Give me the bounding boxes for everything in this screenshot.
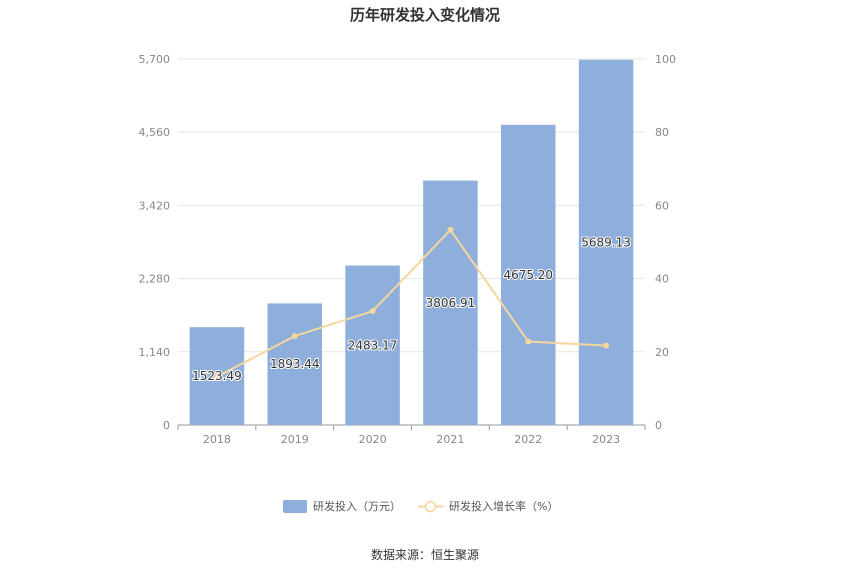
bar-value-label: 3806.91: [426, 296, 476, 310]
source-note: 数据来源：恒生聚源: [371, 547, 479, 562]
bar-value-label: 1893.44: [270, 357, 320, 371]
x-tick-label: 2020: [359, 433, 387, 446]
growth-point: [447, 226, 454, 233]
chart-title: 历年研发投入变化情况: [350, 6, 500, 24]
right-tick-label: 80: [655, 126, 669, 139]
bar-labels: 1523.49 1893.44 2483.17 3806.91 4675.20 5689.…: [191, 234, 632, 384]
left-tick-label: 5,700: [139, 53, 171, 66]
x-tick-label: 2018: [203, 433, 231, 446]
left-tick-label: 2,280: [139, 273, 171, 286]
bar-value-label: 2483.17: [348, 338, 398, 352]
left-axis: 0 1,140 2,280 3,420 4,560 5,700: [139, 53, 171, 432]
right-axis: 0 20 40 60 80 100: [655, 53, 676, 432]
right-tick-label: 20: [655, 346, 669, 359]
x-tick-label: 2021: [436, 433, 464, 446]
left-tick-label: 4,560: [139, 126, 171, 139]
x-axis: 2018 2019 2020 2021 2022 2023: [177, 425, 646, 446]
bar: [423, 180, 478, 425]
left-tick-label: 0: [163, 419, 170, 432]
growth-point: [603, 342, 610, 349]
right-tick-label: 60: [655, 199, 669, 212]
growth-point: [525, 338, 532, 345]
bar-value-label: 5689.13: [581, 235, 631, 249]
legend-bar-label: 研发投入（万元）: [313, 499, 401, 513]
growth-line: [213, 226, 610, 380]
x-tick-label: 2022: [514, 433, 542, 446]
legend-bar-swatch: [283, 500, 307, 513]
legend-line-marker: [424, 500, 437, 513]
right-tick-label: 100: [655, 53, 676, 66]
x-tick-label: 2019: [281, 433, 309, 446]
growth-point: [369, 308, 376, 315]
bar: [267, 303, 322, 425]
left-tick-label: 3,420: [139, 199, 171, 212]
bar-value-label: 4675.20: [503, 268, 553, 282]
x-tick-label: 2023: [592, 433, 620, 446]
legend[interactable]: 研发投入（万元） 研发投入增长率（%）: [283, 499, 558, 513]
growth-line-path: [216, 228, 607, 378]
right-tick-label: 40: [655, 273, 669, 286]
growth-point: [213, 373, 220, 380]
grid: [178, 58, 645, 426]
left-tick-label: 1,140: [139, 346, 171, 359]
bar-value-label: 1523.49: [192, 369, 242, 383]
bars: [189, 59, 634, 425]
growth-point: [291, 333, 298, 340]
right-tick-label: 0: [655, 419, 662, 432]
legend-line-label: 研发投入增长率（%）: [449, 499, 558, 513]
bar: [501, 124, 556, 425]
bar: [578, 59, 634, 425]
